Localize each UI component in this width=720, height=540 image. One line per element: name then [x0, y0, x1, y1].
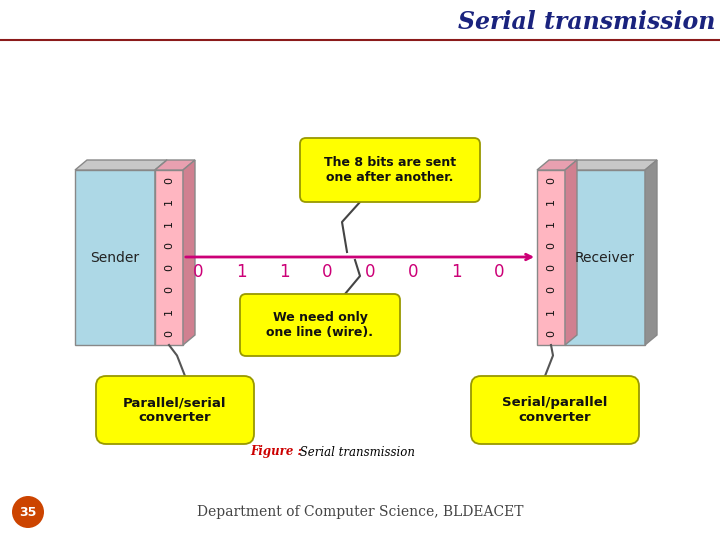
Polygon shape: [565, 160, 657, 170]
Polygon shape: [155, 160, 167, 345]
Bar: [75, 170, 155, 345]
FancyBboxPatch shape: [300, 138, 480, 202]
Bar: [565, 170, 645, 345]
Polygon shape: [75, 160, 167, 170]
Text: 1: 1: [546, 198, 556, 205]
Text: Serial transmission: Serial transmission: [458, 10, 715, 34]
Text: 0: 0: [193, 263, 203, 281]
FancyBboxPatch shape: [96, 376, 254, 444]
Text: 0: 0: [494, 263, 504, 281]
Polygon shape: [155, 160, 195, 170]
Text: 0: 0: [164, 329, 174, 336]
Text: Serial/parallel
converter: Serial/parallel converter: [503, 396, 608, 424]
Text: Department of Computer Science, BLDEACET: Department of Computer Science, BLDEACET: [197, 505, 523, 519]
Text: We need only
one line (wire).: We need only one line (wire).: [266, 311, 374, 339]
Text: 0: 0: [164, 177, 174, 184]
Polygon shape: [537, 160, 577, 170]
Text: Figure :: Figure :: [250, 446, 302, 458]
Text: 0: 0: [164, 286, 174, 293]
Text: The 8 bits are sent
one after another.: The 8 bits are sent one after another.: [324, 156, 456, 184]
Text: 1: 1: [164, 198, 174, 205]
Text: 35: 35: [19, 505, 37, 518]
Text: Receiver: Receiver: [575, 251, 635, 265]
Polygon shape: [565, 160, 577, 345]
Text: 1: 1: [235, 263, 246, 281]
Text: 1: 1: [546, 308, 556, 315]
Bar: [537, 170, 565, 345]
FancyBboxPatch shape: [471, 376, 639, 444]
Text: 0: 0: [546, 264, 556, 271]
Polygon shape: [183, 160, 195, 345]
Text: Parallel/serial
converter: Parallel/serial converter: [123, 396, 227, 424]
Text: 0: 0: [546, 329, 556, 336]
Text: 0: 0: [365, 263, 375, 281]
Text: 0: 0: [546, 177, 556, 184]
Text: 0: 0: [164, 264, 174, 271]
Text: 0: 0: [322, 263, 332, 281]
Text: 0: 0: [408, 263, 418, 281]
Text: Sender: Sender: [91, 251, 140, 265]
Text: 1: 1: [279, 263, 289, 281]
Text: Serial transmission: Serial transmission: [296, 446, 415, 458]
Polygon shape: [645, 160, 657, 345]
FancyBboxPatch shape: [240, 294, 400, 356]
Circle shape: [12, 496, 44, 528]
Text: 0: 0: [546, 242, 556, 249]
Text: 1: 1: [546, 220, 556, 227]
Text: 1: 1: [164, 220, 174, 227]
Text: 1: 1: [451, 263, 462, 281]
Text: 0: 0: [164, 242, 174, 249]
Text: 0: 0: [546, 286, 556, 293]
Bar: [155, 170, 183, 345]
Text: 1: 1: [164, 308, 174, 315]
